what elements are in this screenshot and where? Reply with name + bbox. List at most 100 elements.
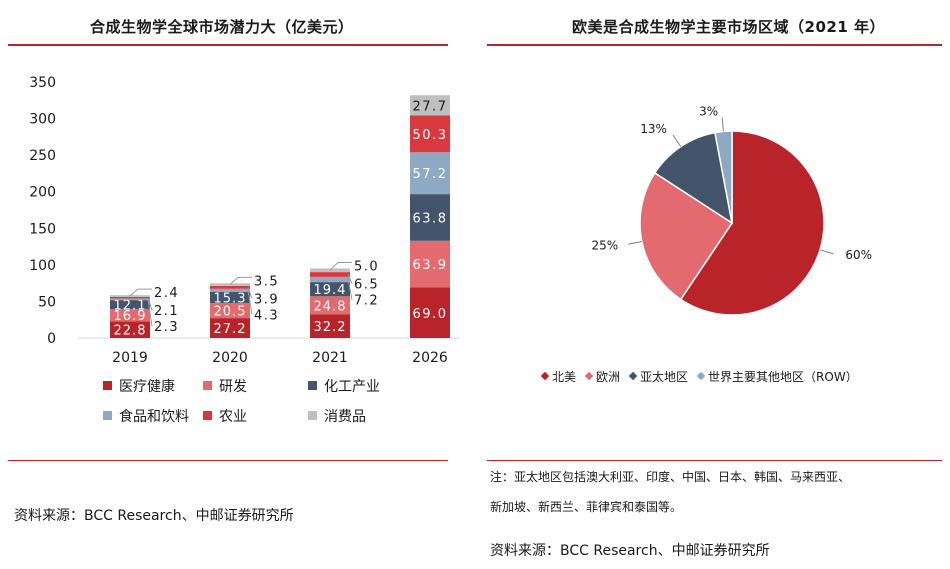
left-source: 资料来源：BCC Research、中邮证券研究所	[14, 508, 294, 524]
data-label: 3.9	[254, 292, 279, 307]
legend-label: 化工产业	[324, 379, 380, 395]
data-label: 50.3	[413, 128, 448, 143]
legend-swatch	[103, 411, 112, 420]
legend-label: 研发	[219, 379, 247, 395]
pie-label: 60%	[845, 248, 872, 262]
legend-label: 医疗健康	[119, 378, 175, 395]
legend-label: 消费品	[324, 409, 366, 425]
pie-legend-label: 北美	[552, 370, 576, 384]
data-label: 19.4	[314, 283, 347, 298]
bar-segment	[310, 268, 350, 273]
bar-segment	[210, 318, 250, 338]
legend-swatch	[308, 411, 317, 420]
data-label: 6.5	[354, 277, 379, 292]
leader-line	[129, 288, 152, 297]
data-label: 2.4	[154, 286, 179, 301]
leader-line	[347, 279, 353, 300]
bar-segment	[410, 194, 450, 241]
data-label: 5.0	[354, 259, 379, 274]
right-note-line1: 注：亚太地区包括澳大利亚、印度、中国、日本、韩国、马来西亚、	[490, 470, 851, 484]
bar-segment	[210, 288, 250, 292]
bar-segment	[310, 314, 350, 338]
data-label: 32.2	[314, 320, 347, 335]
y-tick-label: 200	[29, 185, 56, 201]
left-bottom-rule	[8, 460, 448, 461]
pie-label: 13%	[640, 122, 667, 136]
legend-swatch	[203, 381, 212, 390]
pie-leader-line	[628, 240, 642, 245]
left-title-rule	[8, 44, 448, 46]
data-label: 63.8	[413, 211, 448, 226]
data-label: 63.9	[413, 258, 448, 273]
bar-segment	[110, 296, 150, 299]
data-label: 2.1	[154, 304, 179, 319]
bar-segment	[110, 308, 150, 322]
leader-line	[329, 261, 352, 271]
leader-line	[247, 287, 253, 299]
bar-segment	[310, 296, 350, 315]
data-label: 2.3	[154, 320, 179, 335]
bar-segment	[210, 285, 250, 289]
x-tick-label: 2026	[412, 350, 448, 366]
bar-segment	[110, 300, 150, 309]
pie-legend-swatch	[696, 371, 706, 381]
pie-legend-label: 世界主要其他地区（ROW）	[708, 370, 858, 384]
y-tick-label: 50	[38, 294, 56, 310]
bar-segment	[410, 95, 450, 116]
data-label: 22.8	[114, 324, 147, 339]
pie-chart-title: 欧美是合成生物学主要市场区域（2021 年）	[572, 18, 885, 36]
bar-segment	[310, 282, 350, 297]
right-title-rule	[487, 44, 942, 46]
y-tick-label: 100	[29, 258, 56, 274]
bar-segment	[110, 321, 150, 338]
pie-legend-swatch	[584, 371, 594, 381]
bar-segment	[210, 303, 250, 319]
y-tick-label: 150	[29, 221, 56, 237]
leader-line	[147, 299, 153, 327]
pie-legend-label: 欧洲	[596, 370, 620, 384]
bar-segment	[110, 295, 150, 297]
x-tick-label: 2021	[312, 350, 348, 366]
y-tick-label: 0	[47, 331, 56, 347]
data-label: 69.0	[413, 307, 448, 322]
legend-swatch	[308, 381, 317, 390]
bar-segment	[310, 276, 350, 283]
y-tick-label: 250	[29, 148, 56, 164]
right-note-line2: 新加坡、新西兰、菲律宾和泰国等。	[490, 500, 683, 514]
bar-chart-title: 合成生物学全球市场潜力大（亿美元）	[90, 18, 354, 36]
pie-legend-swatch	[628, 371, 638, 381]
legend-swatch	[103, 381, 112, 390]
pie-leader-line	[819, 249, 834, 255]
bar-segment	[410, 240, 450, 288]
data-label: 24.8	[314, 299, 347, 314]
data-label: 27.2	[214, 322, 247, 337]
data-label: 57.2	[413, 167, 448, 182]
leader-line	[347, 274, 353, 284]
leader-line	[229, 276, 252, 286]
data-label: 27.7	[413, 99, 448, 114]
data-label: 4.3	[254, 308, 279, 323]
x-tick-label: 2020	[212, 350, 248, 366]
legend-label: 食品和饮料	[119, 408, 189, 425]
right-source: 资料来源：BCC Research、中邮证券研究所	[490, 543, 770, 559]
leader-line	[147, 297, 153, 311]
bar-segment	[210, 291, 250, 304]
bar-segment	[210, 283, 250, 286]
bar-segment	[410, 152, 450, 195]
pie-label: 25%	[591, 238, 618, 252]
data-label: 15.3	[214, 292, 247, 307]
pie-legend-swatch	[540, 371, 550, 381]
legend-label: 农业	[219, 409, 247, 425]
pie-leader-line	[721, 117, 724, 132]
bar-segment	[410, 115, 450, 153]
y-tick-label: 350	[29, 75, 56, 91]
bar-segment	[110, 298, 150, 301]
pie-chart: 60% 25% 13% 3% 北美 欧洲 亚太地区 世界主要其他地区（ROW）	[540, 104, 872, 384]
pie-leader-line	[672, 134, 682, 147]
bar-segment	[410, 287, 450, 338]
pie-legend-label: 亚太地区	[640, 369, 688, 384]
stacked-bar-chart: 0 50 100 150 200 250 300 350 2019 2020 2021 2026 22.…	[29, 75, 460, 425]
legend-swatch	[203, 411, 212, 420]
data-label: 7.2	[354, 293, 379, 308]
data-label: 16.9	[114, 309, 147, 324]
